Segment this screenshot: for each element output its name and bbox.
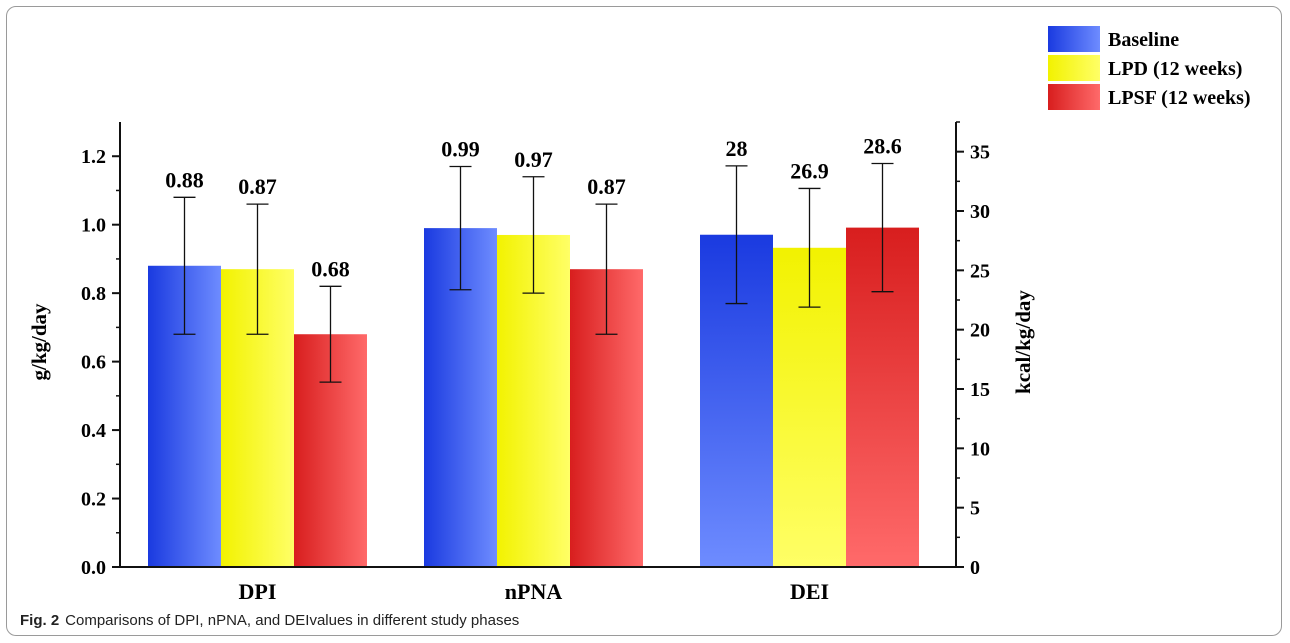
legend-label-0: Baseline: [1108, 29, 1179, 51]
legend-label-2: LPSF (12 weeks): [1108, 87, 1251, 109]
y-tick-label-0.0: 0.0: [81, 557, 106, 579]
x-tick-label-DPI: DPI: [239, 579, 277, 604]
y-right-tick-label-0: 0: [970, 557, 980, 579]
x-tick-label-DEI: DEI: [790, 579, 829, 604]
data-label-DEI-0: 28: [726, 136, 748, 161]
y-axis-right-label: kcal/kg/day: [1011, 290, 1035, 394]
caption-label: Fig. 2: [20, 612, 60, 629]
y-right-tick-label-20: 20: [970, 320, 990, 342]
y-tick-label-1.2: 1.2: [81, 146, 106, 168]
y-tick-label-0.4: 0.4: [81, 420, 106, 442]
bar-chart: 0.88 0.87 0.68 DPI 0.99 0.97 0.87 nPNA 28 26.9 28.…: [27, 26, 1251, 604]
y-right-tick-label-10: 10: [970, 438, 990, 460]
y-right-tick-label-25: 25: [970, 260, 990, 282]
data-label-DPI-1: 0.87: [238, 174, 277, 199]
y-tick-label-1.0: 1.0: [81, 215, 106, 237]
data-label-DEI-2: 28.6: [863, 134, 902, 159]
caption-text: Comparisons of DPI, nPNA, and DEIvalues …: [65, 612, 520, 629]
data-label-nPNA-1: 0.97: [514, 147, 553, 172]
data-label-nPNA-2: 0.87: [587, 174, 626, 199]
legend: Baseline LPD (12 weeks) LPSF (12 weeks): [1048, 26, 1251, 110]
x-tick-label-nPNA: nPNA: [505, 579, 563, 604]
legend-swatch-2: [1048, 84, 1100, 110]
y-tick-label-0.2: 0.2: [81, 489, 106, 511]
figure-caption: Fig. 2 Comparisons of DPI, nPNA, and DEIv…: [20, 612, 519, 629]
plot-area: 0.88 0.87 0.68 DPI 0.99 0.97 0.87 nPNA 28 26.9 28.…: [81, 121, 990, 604]
data-label-DPI-2: 0.68: [311, 256, 350, 281]
y-right-tick-label-30: 30: [970, 201, 990, 223]
y-right-tick-label-15: 15: [970, 379, 990, 401]
legend-label-1: LPD (12 weeks): [1108, 58, 1242, 80]
y-tick-label-0.6: 0.6: [81, 352, 106, 374]
data-label-nPNA-0: 0.99: [441, 137, 480, 162]
y-axis-label: g/kg/day: [27, 303, 51, 381]
data-label-DPI-0: 0.88: [165, 167, 204, 192]
data-label-DEI-1: 26.9: [790, 158, 829, 183]
y-tick-label-0.8: 0.8: [81, 283, 106, 305]
y-right-tick-label-35: 35: [970, 142, 990, 164]
legend-swatch-0: [1048, 26, 1100, 52]
legend-swatch-1: [1048, 55, 1100, 81]
y-right-tick-label-5: 5: [970, 498, 980, 520]
